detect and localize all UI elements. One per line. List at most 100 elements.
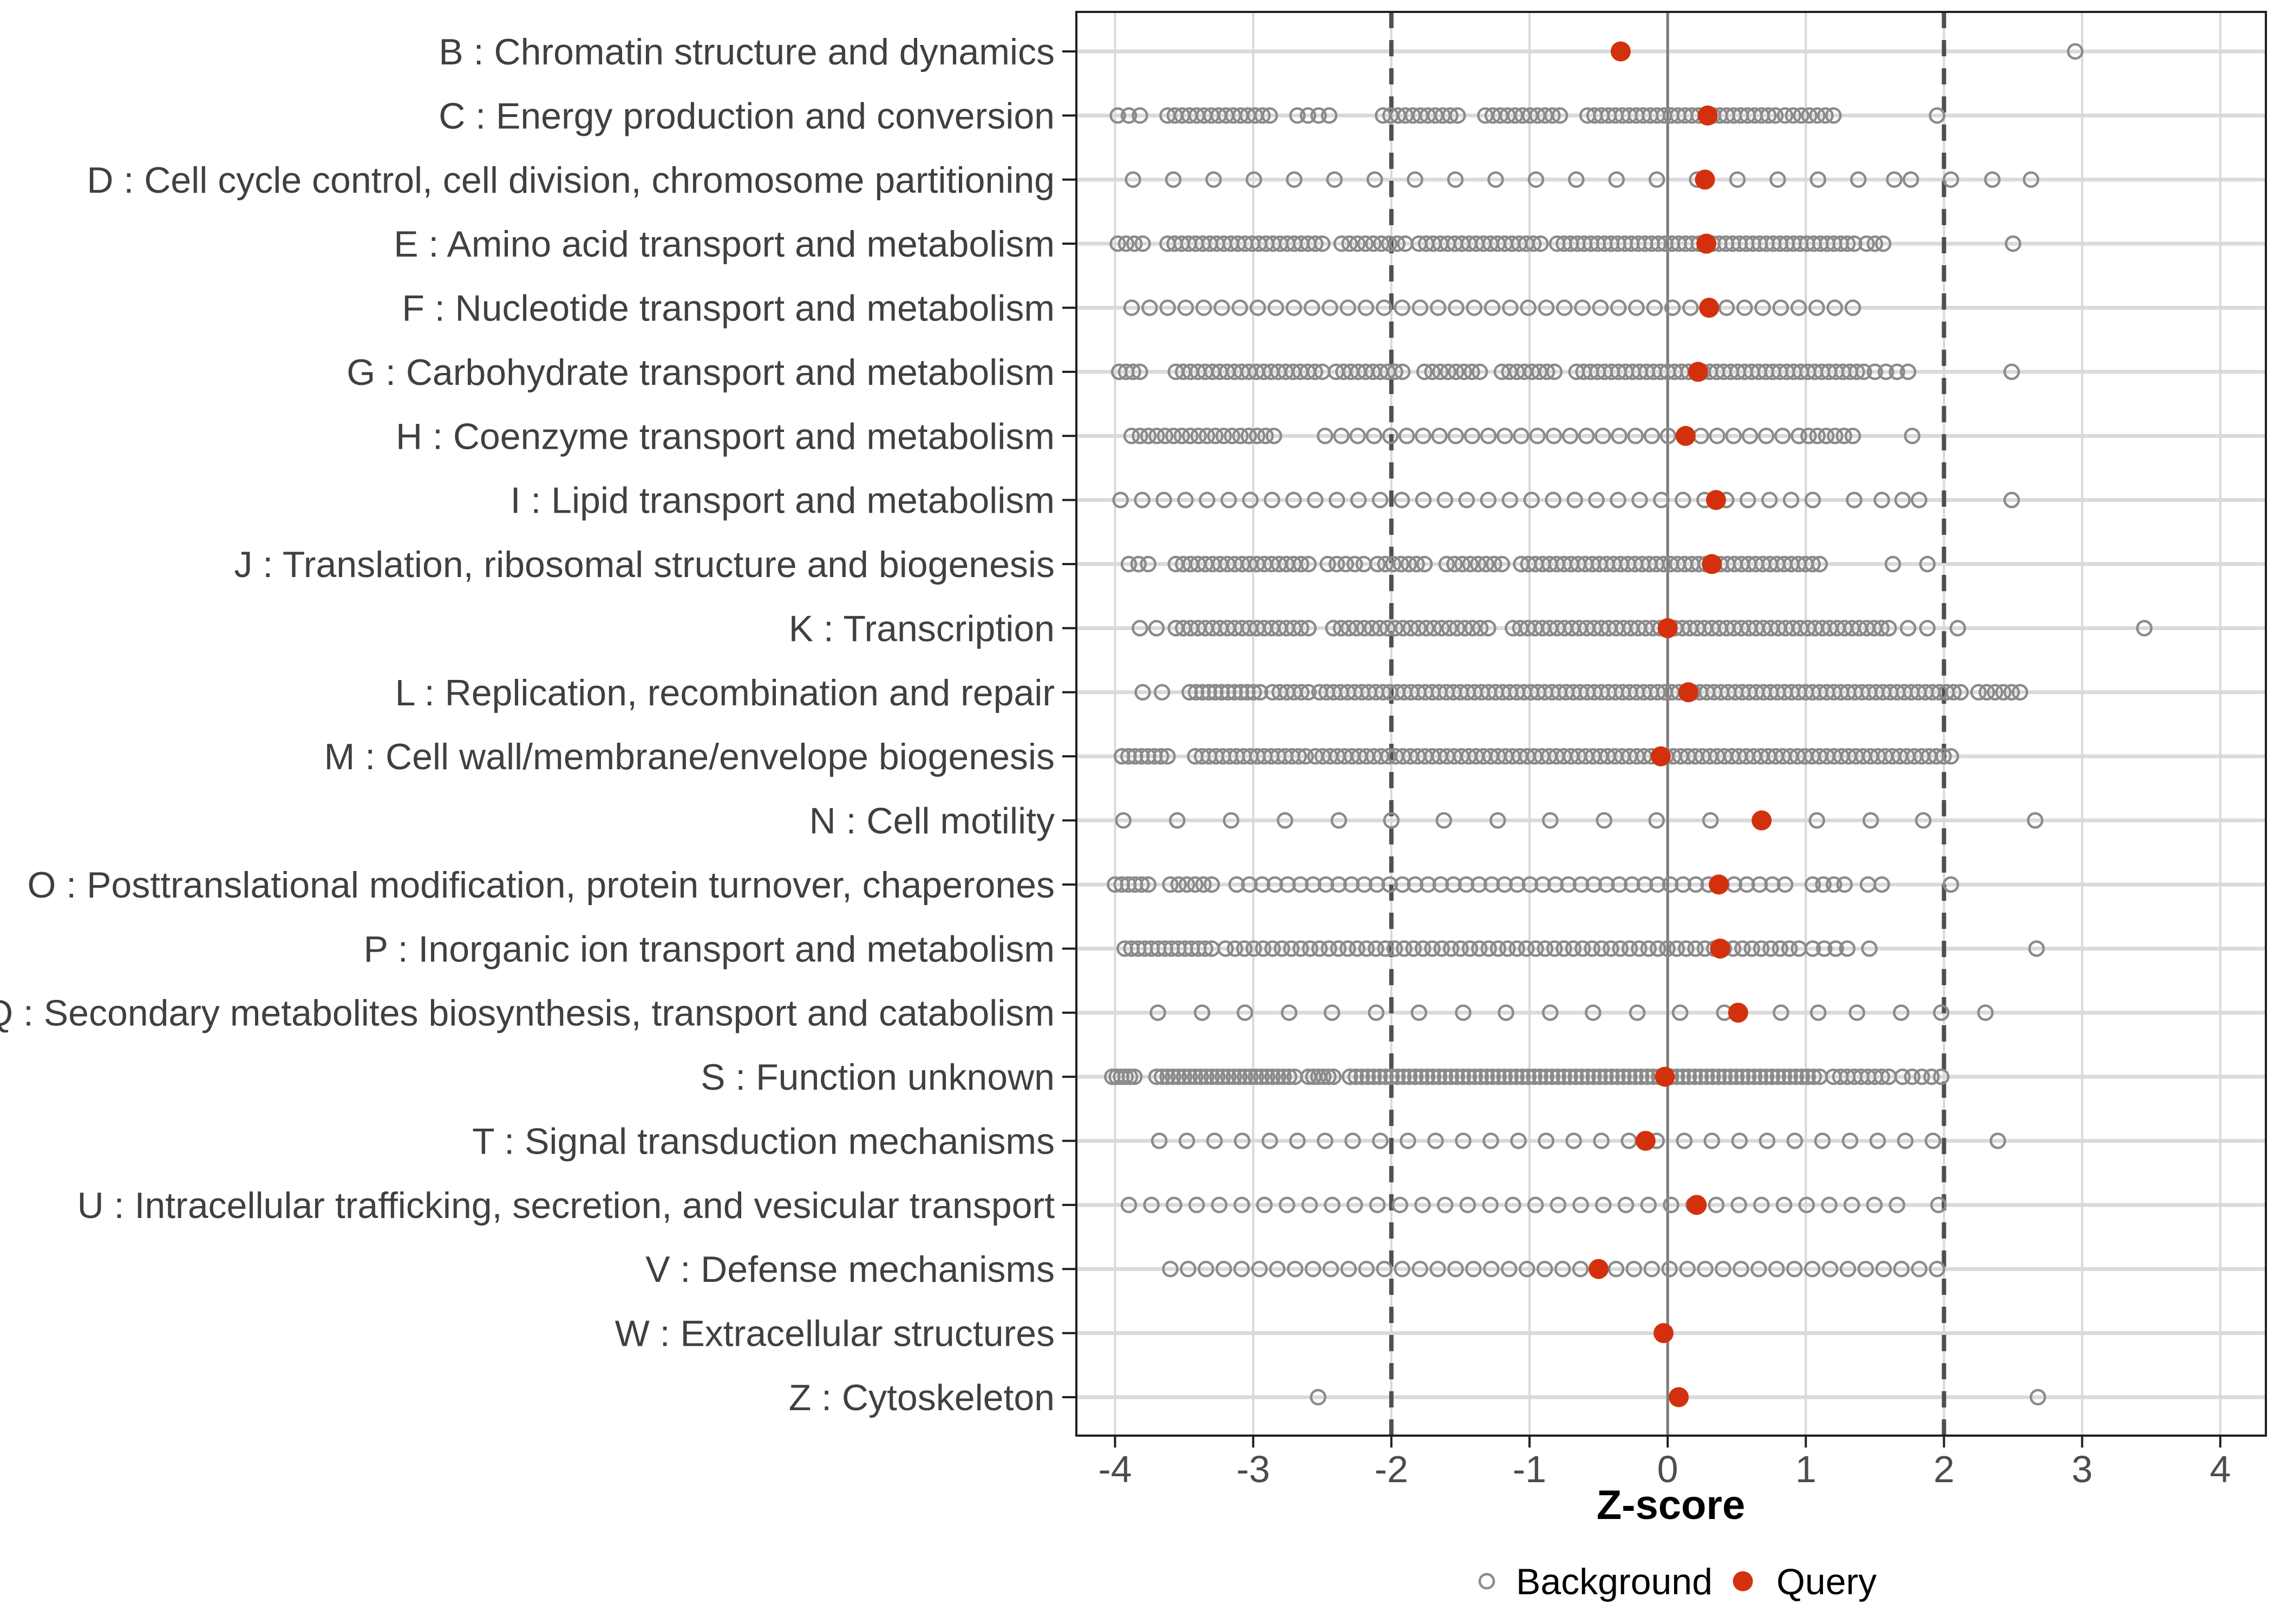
background-point [1739,876,1755,893]
background-point [1510,1132,1527,1149]
background-point [1761,492,1778,508]
x-tick-label: 0 [1657,1448,1678,1490]
background-point [1109,235,1126,252]
background-point [1371,1068,1388,1085]
background-point [1389,1068,1406,1085]
background-point [1466,1068,1484,1085]
background-point [1115,812,1132,829]
background-point [1358,940,1375,957]
gridlines-layer [1076,12,2266,1436]
background-point [1267,299,1284,316]
background-point [1538,1068,1554,1085]
background-point [2004,235,2022,252]
query-point [1728,1003,1748,1023]
background-point [1217,940,1234,957]
background-point [1804,492,1821,508]
query-point [1650,746,1671,767]
background-point [1545,492,1561,508]
background-point [1793,107,1810,124]
background-point [1465,1260,1482,1278]
background-point [1541,812,1559,829]
background-point [1775,1196,1793,1214]
background-point [1153,748,1169,765]
background-point [1394,620,1412,637]
background-point [1768,1260,1785,1278]
background-point [1987,684,2004,701]
background-point [1461,940,1479,957]
background-point [1447,1260,1464,1278]
legend-background-marker-icon [1478,1573,1495,1590]
background-point [1566,492,1583,508]
background-point [1178,876,1195,893]
background-point [1356,620,1373,637]
background-point [1935,748,1952,765]
background-point [1341,235,1358,252]
y-axis-label: Z : Cytoskeleton [789,1377,1055,1418]
background-point [1769,171,1786,188]
background-point [1197,940,1213,957]
background-point [1420,876,1436,893]
query-point [1709,874,1729,895]
background-point [1609,1068,1626,1085]
background-point [1843,1196,1860,1214]
background-point [1332,620,1350,637]
background-point [1899,620,1917,637]
background-point [1170,1068,1187,1085]
background-point [1544,107,1561,124]
background-point [1254,107,1271,124]
background-point [1275,1068,1292,1085]
background-point [1643,428,1661,444]
background-point [1368,940,1384,957]
background-point [1803,1260,1821,1278]
background-point [1324,1196,1341,1214]
background-point [1675,492,1691,508]
background-point [1547,876,1564,893]
query-point [1697,105,1718,126]
background-point [1310,107,1327,124]
background-point [1430,1068,1448,1085]
background-point [1772,940,1789,957]
x-tick-label: -2 [1375,1448,1408,1490]
background-point [1893,1004,1910,1021]
background-point [1501,1260,1518,1278]
background-point [1480,940,1497,957]
background-point [1844,428,1861,444]
background-point [1826,299,1843,316]
background-point [1710,1068,1727,1085]
background-point [1289,1132,1306,1149]
background-point [1483,1260,1500,1278]
background-point [1220,1068,1237,1085]
background-point [1126,1068,1143,1085]
background-point [1400,1132,1416,1149]
background-point [1846,235,1863,252]
background-point [1123,428,1140,444]
background-point [1676,1132,1693,1149]
background-point [1534,876,1551,893]
background-point [1781,940,1798,957]
background-point [1393,555,1409,573]
background-point [1315,1068,1332,1085]
background-point [1223,812,1240,829]
background-point [1133,876,1150,893]
background-point [1603,1068,1620,1085]
background-point [1754,299,1771,316]
background-point [1889,1196,1905,1214]
background-point [1774,428,1791,444]
legend-query-label: Query [1776,1561,1877,1602]
legend: Background Query [1478,1561,1877,1602]
y-axis-label: B : Chromatin structure and dynamics [439,31,1055,73]
background-point [1462,555,1479,573]
background-point [1140,876,1156,893]
background-point [1130,555,1147,573]
background-point [1572,876,1590,893]
query-point [1695,169,1715,190]
background-point [1165,1068,1181,1085]
y-axis-label: J : Translation, ribosomal structure and… [234,544,1055,585]
background-point [2003,492,2020,508]
background-point [1995,684,2012,701]
background-point [1977,1004,1994,1021]
background-point [1556,940,1572,957]
background-point [1486,555,1502,573]
background-point [1228,876,1245,893]
background-point [1631,492,1648,508]
